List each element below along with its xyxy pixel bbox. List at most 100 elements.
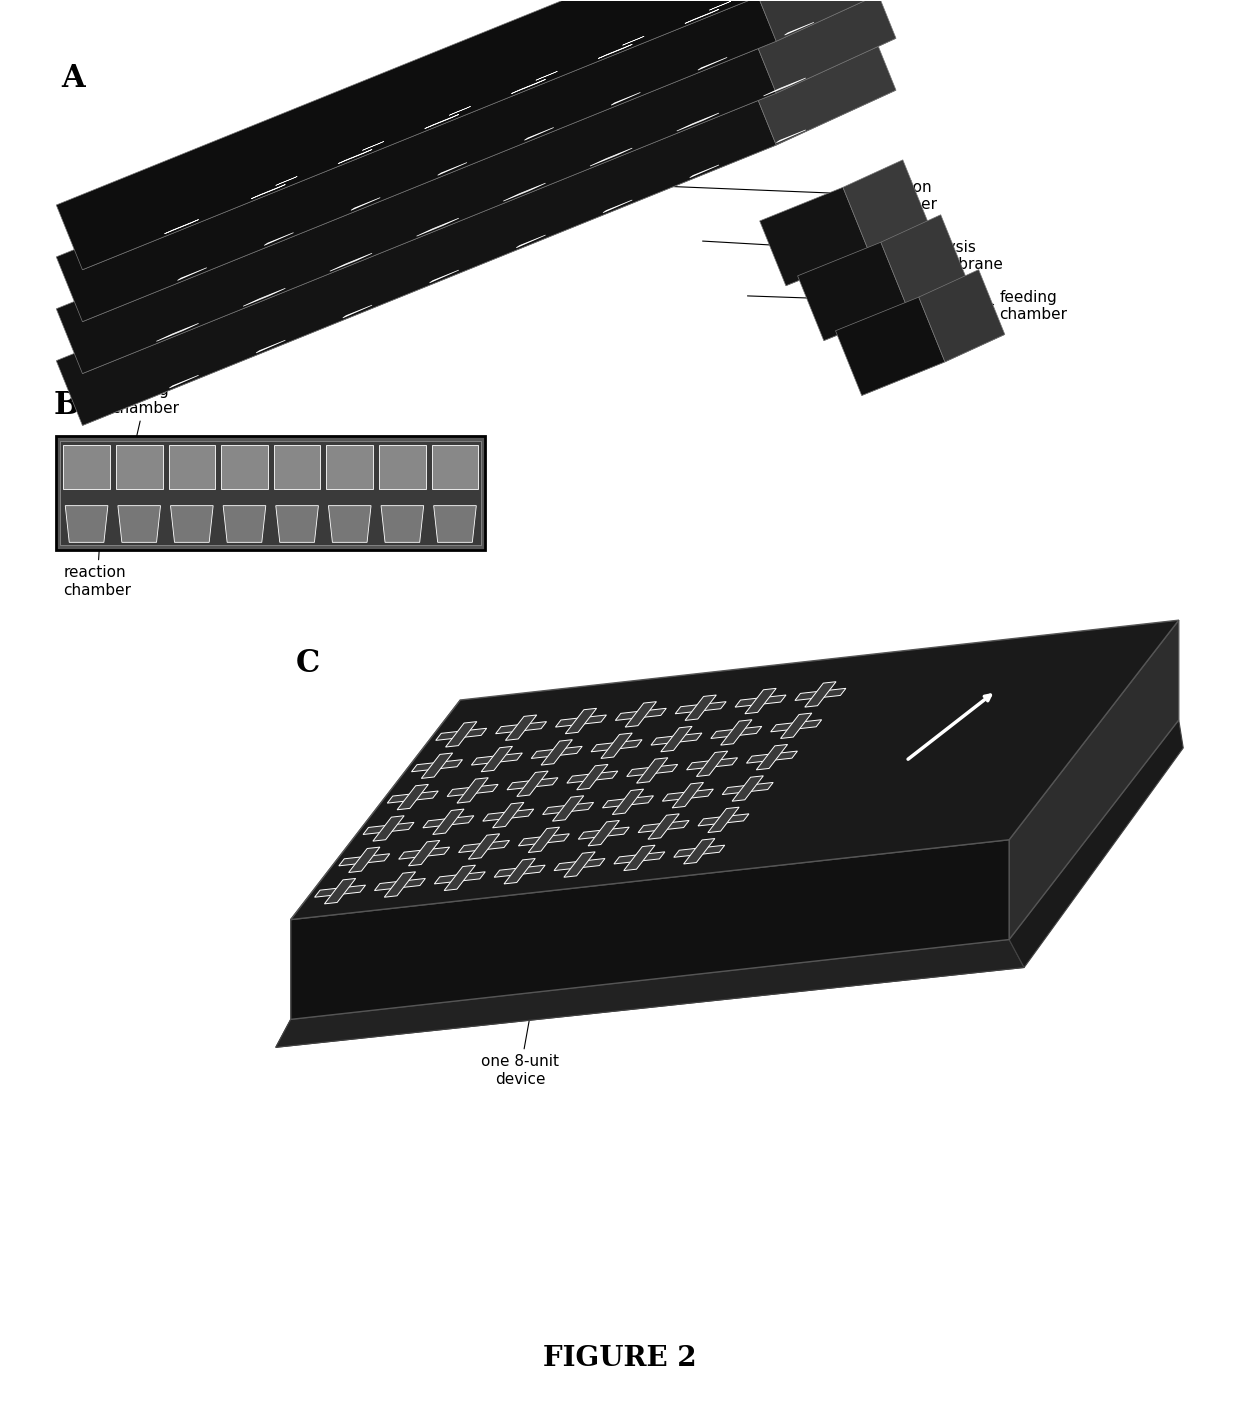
Polygon shape xyxy=(528,827,559,852)
Polygon shape xyxy=(339,854,389,866)
Polygon shape xyxy=(543,803,594,814)
Polygon shape xyxy=(564,852,595,878)
Polygon shape xyxy=(797,242,906,340)
FancyBboxPatch shape xyxy=(56,435,485,550)
Polygon shape xyxy=(503,858,536,883)
Polygon shape xyxy=(601,733,632,759)
Polygon shape xyxy=(170,376,198,389)
Polygon shape xyxy=(425,115,459,129)
Polygon shape xyxy=(735,695,786,708)
Polygon shape xyxy=(118,506,160,542)
Polygon shape xyxy=(275,940,1024,1048)
Polygon shape xyxy=(598,44,632,58)
Polygon shape xyxy=(492,803,523,828)
Polygon shape xyxy=(384,872,415,898)
Polygon shape xyxy=(676,702,727,713)
Polygon shape xyxy=(496,722,547,733)
Polygon shape xyxy=(339,149,372,163)
Polygon shape xyxy=(329,506,371,542)
Polygon shape xyxy=(177,268,207,281)
Text: dialysis
membrane: dialysis membrane xyxy=(703,240,1003,272)
Polygon shape xyxy=(565,709,596,733)
Polygon shape xyxy=(611,92,640,105)
Polygon shape xyxy=(603,795,653,808)
Polygon shape xyxy=(374,879,425,891)
Polygon shape xyxy=(536,71,558,81)
Polygon shape xyxy=(636,757,668,783)
Polygon shape xyxy=(315,885,366,898)
Polygon shape xyxy=(843,160,929,252)
Polygon shape xyxy=(330,254,372,271)
Polygon shape xyxy=(506,715,537,740)
Polygon shape xyxy=(252,184,285,199)
Polygon shape xyxy=(56,28,776,373)
Polygon shape xyxy=(590,147,632,166)
Polygon shape xyxy=(408,841,440,866)
Polygon shape xyxy=(805,682,836,708)
Text: reaction
chamber: reaction chamber xyxy=(662,180,937,213)
Polygon shape xyxy=(836,298,945,396)
Polygon shape xyxy=(588,821,620,847)
Polygon shape xyxy=(776,130,806,143)
Polygon shape xyxy=(698,814,749,825)
Polygon shape xyxy=(445,722,477,747)
Polygon shape xyxy=(82,91,897,425)
Polygon shape xyxy=(82,0,897,322)
Polygon shape xyxy=(156,323,198,342)
Polygon shape xyxy=(553,795,584,821)
Polygon shape xyxy=(732,776,764,801)
Polygon shape xyxy=(673,845,724,858)
Polygon shape xyxy=(862,335,1004,396)
Polygon shape xyxy=(649,814,680,839)
Polygon shape xyxy=(257,340,285,353)
Polygon shape xyxy=(614,852,665,864)
Polygon shape xyxy=(412,760,463,771)
Polygon shape xyxy=(823,279,967,340)
Polygon shape xyxy=(1009,620,1179,940)
Polygon shape xyxy=(495,865,546,878)
Polygon shape xyxy=(165,220,198,234)
Polygon shape xyxy=(433,810,464,834)
Polygon shape xyxy=(264,233,294,245)
Text: feeding
chamber: feeding chamber xyxy=(748,289,1068,322)
Polygon shape xyxy=(399,847,450,859)
Polygon shape xyxy=(615,709,666,720)
Polygon shape xyxy=(750,26,897,145)
Polygon shape xyxy=(919,269,1004,362)
Polygon shape xyxy=(471,753,522,766)
Polygon shape xyxy=(434,506,476,542)
Polygon shape xyxy=(435,729,486,740)
Polygon shape xyxy=(687,757,738,770)
Polygon shape xyxy=(325,879,356,903)
Polygon shape xyxy=(760,187,869,286)
Polygon shape xyxy=(672,783,703,808)
Polygon shape xyxy=(381,506,424,542)
Polygon shape xyxy=(275,176,298,186)
FancyBboxPatch shape xyxy=(115,444,162,489)
Polygon shape xyxy=(698,57,727,69)
Polygon shape xyxy=(756,744,787,770)
Polygon shape xyxy=(82,38,897,373)
Polygon shape xyxy=(554,858,605,871)
Polygon shape xyxy=(771,720,822,732)
Polygon shape xyxy=(503,183,546,201)
Polygon shape xyxy=(745,688,776,713)
Text: B: B xyxy=(53,390,79,421)
Polygon shape xyxy=(786,224,929,286)
Polygon shape xyxy=(397,784,428,810)
Text: C: C xyxy=(295,648,320,679)
Polygon shape xyxy=(525,128,554,140)
Polygon shape xyxy=(516,235,546,248)
Polygon shape xyxy=(481,746,512,771)
Polygon shape xyxy=(422,753,453,778)
Polygon shape xyxy=(541,740,573,766)
Text: A: A xyxy=(61,64,84,94)
Polygon shape xyxy=(795,688,846,700)
FancyBboxPatch shape xyxy=(63,444,110,489)
Polygon shape xyxy=(578,827,629,839)
Polygon shape xyxy=(689,164,719,177)
Polygon shape xyxy=(750,0,897,94)
Polygon shape xyxy=(444,865,475,891)
Polygon shape xyxy=(448,784,498,797)
Polygon shape xyxy=(746,752,797,763)
